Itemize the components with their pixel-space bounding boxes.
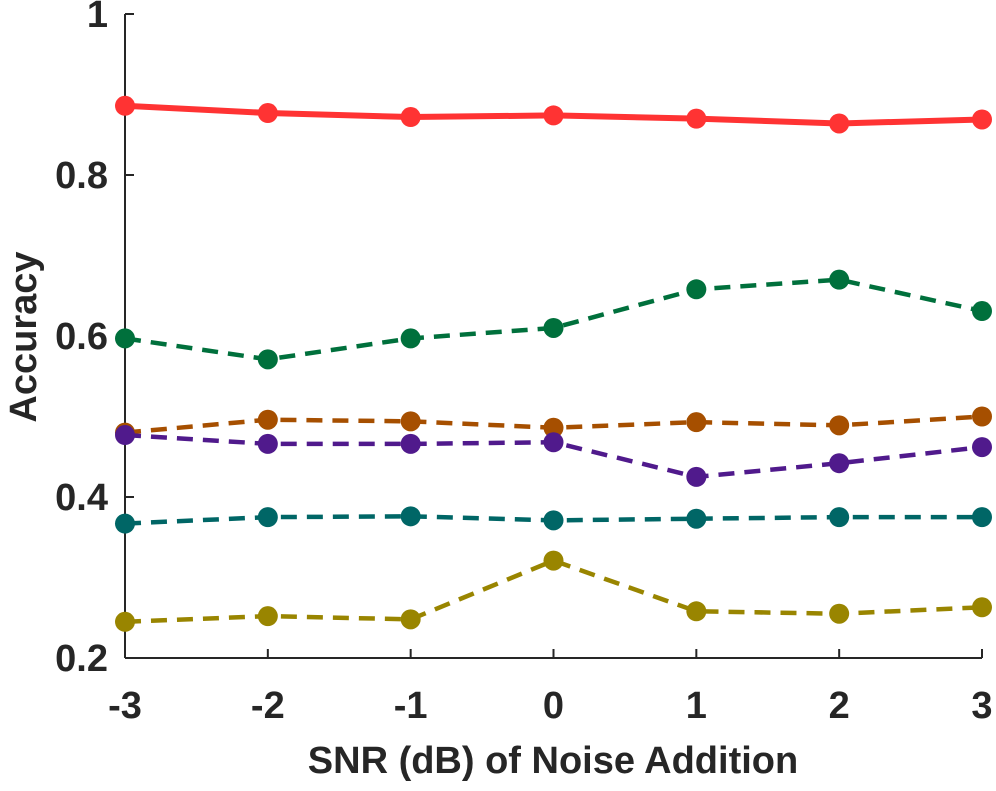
series-5 bbox=[115, 506, 992, 534]
data-point bbox=[972, 597, 992, 618]
data-point bbox=[257, 103, 278, 124]
x-axis-title: SNR (dB) of Noise Addition bbox=[308, 740, 798, 782]
series-2 bbox=[115, 269, 992, 370]
data-point bbox=[115, 328, 135, 349]
data-point bbox=[543, 317, 564, 338]
data-point bbox=[829, 453, 850, 474]
data-point bbox=[543, 432, 564, 453]
data-point bbox=[686, 601, 707, 622]
series-6 bbox=[115, 550, 992, 632]
series-4 bbox=[115, 425, 992, 487]
data-point bbox=[400, 411, 421, 432]
data-point bbox=[829, 507, 850, 528]
data-point bbox=[115, 513, 135, 534]
series-layer bbox=[115, 95, 992, 632]
series-1 bbox=[115, 95, 992, 134]
data-point bbox=[972, 507, 992, 528]
data-point bbox=[257, 606, 278, 627]
data-point bbox=[543, 105, 564, 126]
data-point bbox=[400, 506, 421, 527]
data-point bbox=[257, 349, 278, 370]
y-tick-label: 0.8 bbox=[55, 155, 108, 197]
y-tick-label: 1 bbox=[87, 0, 108, 36]
y-ticks: 0.2 0.4 0.6 0.8 1 bbox=[55, 0, 134, 680]
data-point bbox=[686, 412, 707, 433]
data-point bbox=[972, 109, 992, 130]
x-tick-label: -1 bbox=[394, 685, 428, 727]
data-point bbox=[829, 603, 850, 624]
data-point bbox=[972, 437, 992, 458]
data-point bbox=[543, 550, 564, 571]
data-point bbox=[972, 406, 992, 427]
y-tick-label: 0.6 bbox=[55, 316, 108, 358]
x-tick-label: 3 bbox=[971, 685, 992, 727]
data-point bbox=[972, 301, 992, 322]
data-point bbox=[829, 113, 850, 134]
data-point bbox=[686, 279, 707, 300]
x-tick-label: -3 bbox=[108, 685, 142, 727]
data-point bbox=[829, 269, 850, 290]
data-point bbox=[257, 409, 278, 430]
data-point bbox=[686, 108, 707, 129]
data-point bbox=[115, 425, 135, 446]
data-point bbox=[400, 433, 421, 454]
y-tick-label: 0.2 bbox=[55, 638, 108, 680]
x-tick-label: 2 bbox=[829, 685, 850, 727]
data-point bbox=[257, 507, 278, 528]
data-point bbox=[543, 417, 564, 438]
data-point bbox=[686, 466, 707, 487]
data-point bbox=[257, 433, 278, 454]
x-tick-label: -2 bbox=[251, 685, 285, 727]
data-point bbox=[400, 328, 421, 349]
data-point bbox=[115, 95, 135, 116]
y-tick-label: 0.4 bbox=[55, 477, 108, 519]
y-axis-title: Accuracy bbox=[3, 251, 45, 422]
data-point bbox=[686, 508, 707, 529]
data-point bbox=[829, 415, 850, 436]
data-point bbox=[115, 611, 135, 632]
data-point bbox=[543, 510, 564, 531]
data-point bbox=[400, 609, 421, 630]
data-point bbox=[400, 107, 421, 128]
x-tick-label: 1 bbox=[686, 685, 707, 727]
x-ticks: -3 -2 -1 0 1 2 3 bbox=[108, 649, 993, 727]
x-tick-label: 0 bbox=[543, 685, 564, 727]
